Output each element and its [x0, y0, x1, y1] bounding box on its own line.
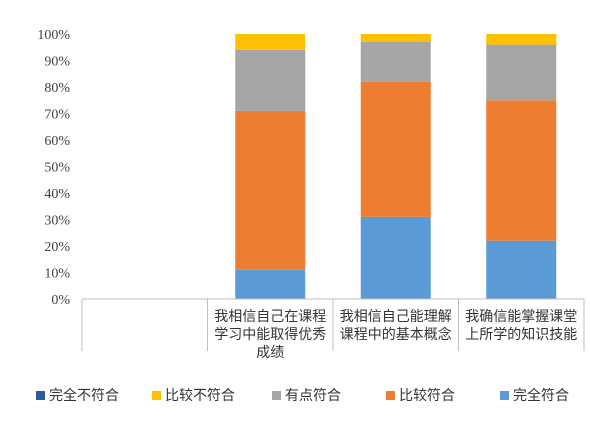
bar-segment	[360, 41, 431, 82]
legend-label: 比较不符合	[165, 388, 235, 404]
x-category-label-line: 成绩	[256, 345, 284, 361]
y-tick-label: 0%	[51, 293, 70, 308]
bar-segment	[235, 34, 306, 50]
legend-label: 比较符合	[399, 388, 455, 404]
x-category-label-line: 我相信自己能理解	[340, 309, 452, 325]
x-category-label-line: 课程中的基本概念	[340, 326, 452, 343]
bar-segment	[360, 34, 431, 42]
bar-segment	[235, 269, 306, 299]
y-tick-label: 90%	[44, 55, 70, 70]
y-tick-label: 50%	[44, 161, 70, 176]
legend-item: 比较符合	[386, 388, 455, 404]
x-category-label-line: 上所学的知识技能	[465, 326, 577, 343]
x-category-label: 我确信能掌握课堂上所学的知识技能	[465, 309, 577, 343]
y-tick-label: 60%	[44, 134, 70, 149]
legend-item: 完全符合	[500, 387, 569, 404]
y-tick-label: 30%	[44, 214, 70, 229]
y-tick-label: 70%	[44, 108, 70, 123]
bar-segment	[486, 44, 557, 101]
y-tick-label: 100%	[37, 28, 70, 43]
legend-label: 完全不符合	[49, 387, 119, 404]
bar-segment	[486, 100, 557, 241]
legend: 完全不符合 比较不符合 有点符合 比较符合 完全符合	[36, 387, 569, 404]
bar-segment	[486, 240, 557, 299]
legend-item: 完全不符合	[36, 387, 119, 404]
x-axis: 我相信自己在课程学习中能取得优秀成绩我相信自己能理解课程中的基本概念我确信能掌握…	[81, 298, 585, 361]
bar-segment	[360, 81, 431, 217]
x-category-label-line: 我确信能掌握课堂	[465, 309, 577, 325]
bar-segment	[360, 216, 431, 299]
legend-swatch	[36, 391, 45, 400]
y-tick-label: 20%	[44, 240, 70, 255]
y-tick-label: 40%	[44, 187, 70, 202]
x-category-label: 我相信自己在课程学习中能取得优秀成绩	[214, 309, 326, 361]
x-category-label: 我相信自己能理解课程中的基本概念	[340, 309, 452, 343]
legend-item: 比较不符合	[152, 388, 235, 404]
bar-segment	[486, 34, 557, 45]
y-tick-label: 10%	[44, 267, 70, 282]
legend-item: 有点符合	[272, 388, 341, 404]
legend-swatch	[152, 391, 161, 400]
plot-area	[235, 34, 557, 299]
x-category-label-line: 我相信自己在课程	[214, 309, 326, 325]
y-tick-label: 80%	[44, 81, 70, 96]
legend-swatch	[386, 391, 395, 400]
legend-label: 完全符合	[513, 387, 569, 404]
legend-swatch	[272, 391, 281, 400]
bar-segment	[235, 110, 306, 270]
bar-segment	[235, 49, 306, 111]
y-axis: 0% 10% 20% 30% 40% 50% 60% 70% 80% 90% 100%	[37, 28, 70, 308]
x-category-label-line: 学习中能取得优秀	[214, 326, 326, 343]
legend-label: 有点符合	[285, 388, 341, 404]
legend-swatch	[500, 391, 509, 400]
